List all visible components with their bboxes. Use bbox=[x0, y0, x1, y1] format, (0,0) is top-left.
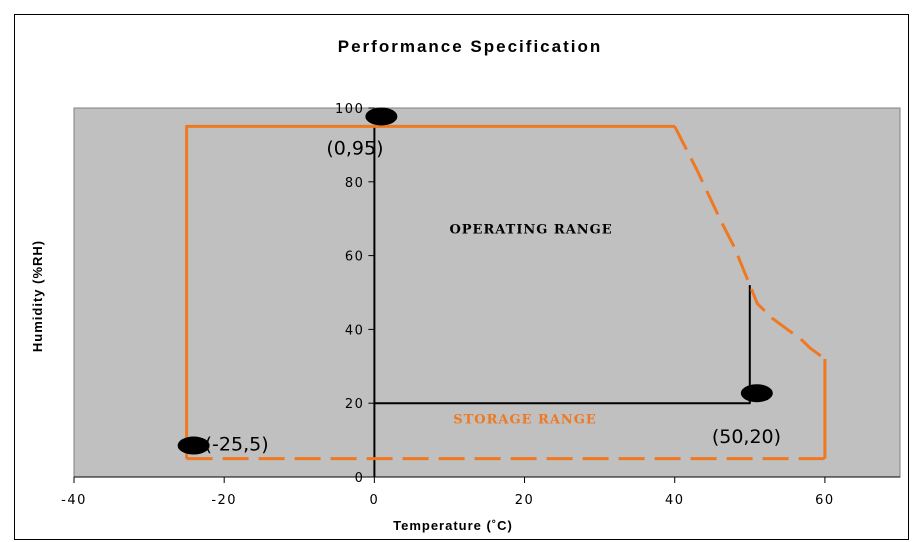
region-label: STORAGE RANGE bbox=[453, 412, 597, 427]
x-tick-label: -40 bbox=[61, 493, 87, 508]
x-tick-label: 40 bbox=[665, 493, 685, 508]
chart-title: Performance Specification bbox=[338, 37, 602, 56]
y-tick-label: 0 bbox=[355, 471, 365, 486]
x-axis-title: Temperature (˚C) bbox=[393, 518, 513, 533]
y-tick-label: 20 bbox=[345, 397, 365, 412]
y-tick-label: 60 bbox=[345, 250, 365, 265]
marker-point bbox=[365, 107, 398, 126]
marker-label: (0,95) bbox=[326, 137, 383, 159]
storage-range-line-2 bbox=[185, 124, 675, 459]
x-tick-label: -20 bbox=[211, 493, 237, 508]
y-axis-title: Humidity (%RH) bbox=[30, 240, 45, 352]
y-tick-label: 40 bbox=[345, 323, 365, 338]
marker-label: (50,20) bbox=[712, 426, 781, 448]
x-tick-label: 20 bbox=[515, 493, 535, 508]
y-tick-label: 100 bbox=[335, 102, 364, 117]
marker-point bbox=[740, 384, 773, 403]
marker-point bbox=[177, 436, 210, 455]
storage-range-line-3 bbox=[673, 125, 826, 361]
region-label: OPERATING RANGE bbox=[449, 222, 612, 237]
plot-area bbox=[73, 107, 901, 478]
marker-label: (-25,5) bbox=[205, 434, 269, 456]
y-tick-label: 80 bbox=[345, 176, 365, 191]
x-tick-label: 60 bbox=[815, 493, 835, 508]
operating-range-line-1 bbox=[374, 285, 751, 405]
x-tick-label: 0 bbox=[369, 493, 379, 508]
